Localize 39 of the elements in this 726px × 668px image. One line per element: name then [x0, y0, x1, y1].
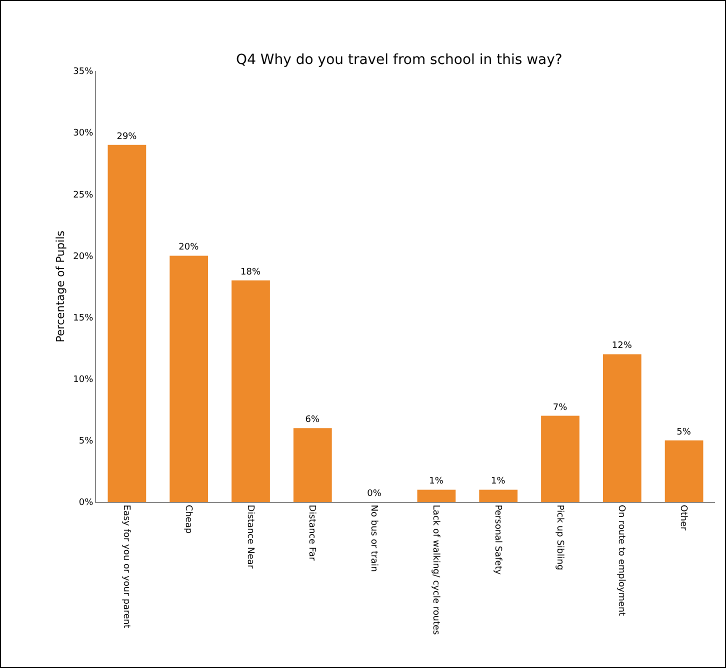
x-tick-label: Pick up Sibling — [554, 504, 564, 570]
x-tick-label: Distance Far — [306, 504, 317, 561]
data-label: 1% — [490, 476, 506, 487]
y-tick-label: 30% — [73, 128, 94, 139]
data-label: 29% — [116, 132, 138, 142]
data-label: 18% — [240, 267, 261, 278]
x-tick-label: Lack of walking/ cycle routes — [430, 504, 441, 636]
x-tick-label: No bus or train — [368, 504, 379, 572]
chart-title: Q4 Why do you travel from school in this way? — [236, 52, 562, 68]
bar — [541, 416, 580, 502]
data-label: 6% — [305, 415, 320, 426]
data-label: 5% — [676, 427, 692, 438]
data-label: 12% — [612, 341, 632, 352]
data-label: 20% — [178, 242, 200, 253]
data-label: 7% — [552, 402, 568, 413]
x-tick-label: Personal Safety — [492, 504, 502, 576]
x-tick-label: On route to employment — [616, 504, 626, 616]
data-label: 0% — [367, 489, 382, 499]
bar — [417, 490, 456, 502]
bar — [479, 490, 518, 502]
bar — [170, 256, 208, 502]
y-tick-label: 20% — [73, 252, 94, 262]
x-tick-label: Cheap — [182, 504, 193, 534]
x-tick-label: Easy for you or your parent — [121, 504, 132, 629]
y-tick-label: 15% — [73, 313, 94, 324]
bar — [293, 428, 332, 502]
bar — [232, 280, 270, 502]
y-tick-label: 35% — [73, 67, 94, 78]
y-axis-title: Percentage of Pupils — [54, 230, 67, 342]
bar — [108, 144, 146, 502]
bar — [602, 354, 642, 502]
y-tick-label: 0% — [78, 498, 94, 508]
y-tick-label: 25% — [73, 190, 94, 200]
y-tick-label: 5% — [78, 436, 94, 447]
bar — [664, 440, 704, 502]
x-tick-label: Distance Near — [244, 504, 255, 569]
y-tick-label: 10% — [73, 375, 94, 386]
x-tick-label: Other — [678, 504, 688, 531]
data-label: 1% — [429, 476, 444, 487]
